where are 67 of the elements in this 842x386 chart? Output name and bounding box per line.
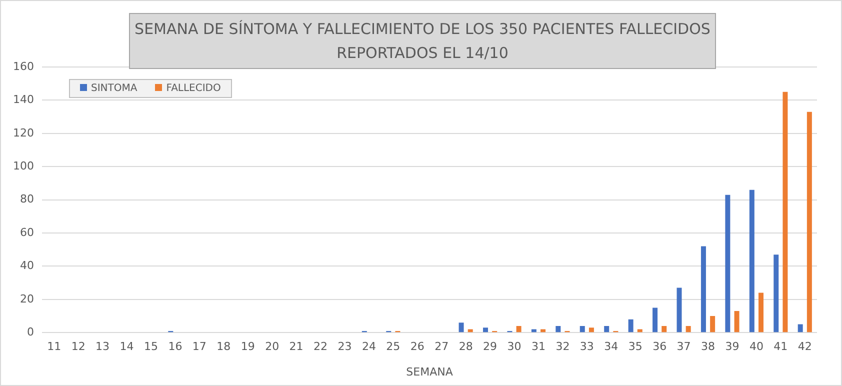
x-tick-label: 34 bbox=[604, 340, 618, 354]
x-tick-label: 26 bbox=[410, 340, 424, 354]
bar bbox=[749, 190, 754, 332]
bar bbox=[686, 326, 691, 332]
bar bbox=[580, 326, 585, 332]
bar bbox=[628, 319, 634, 332]
x-tick-label: 25 bbox=[386, 340, 400, 354]
bar bbox=[798, 324, 803, 332]
x-tick-label: 23 bbox=[338, 340, 352, 354]
bar bbox=[516, 326, 522, 332]
x-tick-label: 40 bbox=[749, 340, 764, 354]
bar bbox=[710, 316, 716, 332]
x-tick-label: 20 bbox=[265, 340, 280, 354]
x-tick-label: 24 bbox=[362, 340, 376, 354]
bar bbox=[662, 326, 667, 332]
bar bbox=[782, 92, 788, 332]
x-tick-label: 35 bbox=[628, 340, 642, 354]
x-tick-label: 16 bbox=[168, 340, 182, 354]
x-tick-label: 32 bbox=[556, 340, 570, 354]
bar bbox=[700, 246, 706, 332]
x-tick-label: 41 bbox=[774, 340, 788, 354]
x-tick-label: 30 bbox=[507, 340, 522, 354]
y-tick-label: 80 bbox=[20, 192, 34, 206]
x-tick-label: 21 bbox=[289, 340, 304, 354]
legend-label: SINTOMA bbox=[91, 83, 138, 94]
x-tick-label: 14 bbox=[120, 340, 134, 354]
y-tick-label: 140 bbox=[12, 93, 34, 106]
x-tick-label: 12 bbox=[71, 340, 86, 354]
legend-label: FALLECIDO bbox=[166, 83, 221, 94]
bar bbox=[806, 112, 812, 332]
x-tick-label: 18 bbox=[216, 340, 231, 354]
x-tick-label: 36 bbox=[652, 340, 667, 354]
x-tick-label: 37 bbox=[676, 340, 691, 354]
chart-title: SEMANA DE SÍNTOMA Y FALLECIMIENTO DE LOS 350 PACIENTES FALLECIDOS REPORTADOS EL 14/10 bbox=[129, 13, 716, 69]
x-tick-label: 28 bbox=[458, 340, 473, 354]
bar bbox=[556, 326, 561, 332]
bar bbox=[676, 288, 682, 332]
y-tick-label: 0 bbox=[26, 325, 34, 338]
bar bbox=[774, 254, 779, 332]
x-axis-title: SEMANA bbox=[406, 365, 454, 378]
x-tick-label: 33 bbox=[580, 340, 594, 354]
x-tick-label: 17 bbox=[192, 340, 206, 354]
y-tick-label: 160 bbox=[12, 60, 34, 73]
x-tick-label: 19 bbox=[240, 340, 255, 354]
y-tick-label: 120 bbox=[12, 126, 34, 140]
bar bbox=[588, 328, 594, 332]
bar bbox=[758, 292, 764, 332]
x-tick-label: 22 bbox=[314, 340, 328, 354]
y-tick-label: 20 bbox=[20, 292, 34, 306]
x-tick-label: 11 bbox=[47, 340, 62, 354]
bar bbox=[483, 328, 488, 332]
x-tick-label: 42 bbox=[798, 340, 812, 354]
x-tick-label: 15 bbox=[144, 340, 158, 354]
bar bbox=[734, 311, 740, 332]
bar bbox=[652, 308, 658, 332]
y-tick-label: 40 bbox=[20, 259, 34, 272]
bar bbox=[458, 322, 464, 332]
x-tick-label: 27 bbox=[434, 340, 449, 354]
y-tick-label: 60 bbox=[20, 226, 34, 239]
x-tick-label: 38 bbox=[701, 340, 716, 354]
x-tick-label: 39 bbox=[725, 340, 740, 354]
x-tick-label: 31 bbox=[531, 340, 546, 354]
bar bbox=[604, 326, 610, 332]
x-tick-label: 29 bbox=[483, 340, 498, 354]
bar bbox=[725, 194, 730, 332]
x-tick-label: 13 bbox=[96, 340, 110, 354]
y-tick-label: 100 bbox=[12, 159, 34, 172]
